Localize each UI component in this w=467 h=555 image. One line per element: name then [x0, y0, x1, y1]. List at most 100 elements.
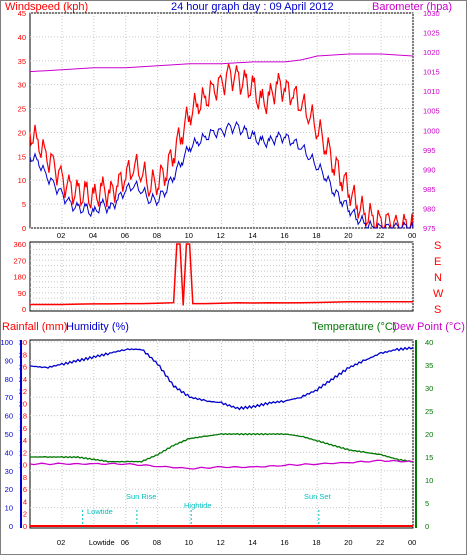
wind-y-tick-label: 5	[22, 200, 26, 209]
direction-label-e: E	[434, 256, 441, 268]
humidity-y-tick-label: 40	[5, 448, 13, 457]
barometer-y-tick-label: 1010	[423, 87, 440, 96]
temperature-y-tick-label: 5	[425, 499, 429, 508]
humidity-y-tick-label: 70	[5, 393, 13, 402]
rainfall-axis-label: Rainfall (mm)	[2, 321, 67, 333]
wind-y-tick-label: 45	[18, 9, 26, 18]
wind-x-tick-label: 12	[217, 231, 225, 240]
dewpoint-axis-label: Dew Point (°C)	[392, 321, 465, 333]
direction-label-s-top: S	[434, 240, 441, 252]
event-label-hightide: Hightide	[184, 501, 212, 510]
temperature-y-tick-label: 15	[425, 453, 433, 462]
windspeed-series-line	[29, 63, 414, 229]
barometer-y-tick-label: 990	[423, 165, 436, 174]
wind-y-tick-label: 40	[18, 33, 26, 42]
rainfall-y-tick-label: 28	[19, 350, 27, 359]
direction-y-tick-label: 270	[13, 256, 26, 265]
dew-point-c-series-line	[29, 459, 414, 470]
temp-x-tick-label: 00	[408, 538, 416, 547]
direction-y-tick-label: 360	[13, 240, 26, 249]
event-label-sunset: Sun Set	[304, 492, 332, 501]
humidity-y-tick-label: 80	[5, 375, 13, 384]
temperature-c-series-line	[30, 432, 414, 463]
wind-x-tick-label: 16	[280, 231, 288, 240]
temperature-y-tick-label: 10	[425, 476, 433, 485]
wind-x-tick-label: 22	[376, 231, 384, 240]
humidity-axis-label: Humidity (%)	[66, 321, 129, 333]
rainfall-y-tick-label: 30	[19, 338, 27, 347]
wind-x-tick-label: 04	[89, 231, 97, 240]
wind-x-tick-label: 18	[312, 231, 320, 240]
humidity-y-tick-label: 20	[5, 485, 13, 494]
rainfall-y-tick-label: 8	[23, 473, 27, 482]
humidity-y-tick-label: 60	[5, 412, 13, 421]
rainfall-y-tick-label: 2	[23, 510, 27, 519]
wind-y-tick-label: 35	[18, 57, 26, 66]
rainfall-y-tick-label: 18	[19, 412, 27, 421]
direction-y-tick-label: 0	[22, 305, 26, 314]
temp-x-tick-label: 16	[280, 538, 288, 547]
barometer-y-tick-label: 985	[423, 185, 436, 194]
barometer-y-tick-label: 995	[423, 146, 436, 155]
humidity-y-tick-label: 30	[5, 467, 13, 476]
temp-x-tick-label: Lowtide	[89, 538, 115, 547]
wind-y-tick-label: 0	[22, 224, 26, 233]
direction-label-n: N	[434, 272, 442, 284]
temperature-y-tick-label: 25	[425, 407, 433, 416]
wind-x-tick-label: 06	[121, 231, 129, 240]
direction-label-s-bottom: S	[434, 304, 441, 316]
temperature-y-tick-label: 20	[425, 430, 433, 439]
wind-x-tick-label: 02	[57, 231, 65, 240]
temp-x-tick-label: 02	[57, 538, 65, 547]
rainfall-y-tick-label: 14	[19, 436, 27, 445]
wind-x-tick-label: 08	[153, 231, 161, 240]
direction-label-w: W	[433, 288, 444, 300]
barometer-y-tick-label: 975	[423, 224, 436, 233]
event-label-lowtide: Lowtide	[87, 507, 113, 516]
temp-x-tick-label: 08	[153, 538, 161, 547]
temp-x-tick-label: 06	[121, 538, 129, 547]
humidity-y-tick-label: 50	[5, 430, 13, 439]
barometer-y-tick-label: 980	[423, 204, 436, 213]
humidity-series-line	[29, 346, 414, 411]
temperature-axis-label: Temperature (°C)	[312, 321, 396, 333]
chart-title: 24 hour graph day : 09 April 2012	[171, 1, 334, 13]
humidity-y-tick-label: 100	[0, 338, 13, 347]
temp-x-tick-label: 22	[376, 538, 384, 547]
barometer-y-tick-label: 1005	[423, 107, 440, 116]
temp-x-tick-label: 14	[248, 538, 256, 547]
wind-y-tick-label: 10	[18, 176, 26, 185]
wind-x-tick-label: 00	[408, 231, 416, 240]
barometer-axis-label: Barometer (hpa)	[372, 1, 452, 13]
temp-x-tick-label: 10	[185, 538, 193, 547]
rainfall-y-tick-label: 26	[19, 363, 27, 372]
temperature-y-tick-label: 40	[425, 338, 433, 347]
gust-series-line	[29, 120, 414, 229]
barometer-y-tick-label: 1000	[423, 126, 440, 135]
barometer-y-tick-label: 1030	[423, 9, 440, 18]
rainfall-y-tick-label: 4	[23, 497, 27, 506]
rainfall-y-tick-label: 0	[23, 522, 27, 531]
rainfall-y-tick-label: 20	[19, 399, 27, 408]
rainfall-y-tick-label: 22	[19, 387, 27, 396]
barometer-y-tick-label: 1025	[423, 29, 440, 38]
wind-x-tick-label: 14	[248, 231, 256, 240]
wind-y-tick-label: 30	[18, 81, 26, 90]
rainfall-y-tick-label: 16	[19, 424, 27, 433]
temp-x-tick-label: 12	[217, 538, 225, 547]
temperature-y-tick-label: 30	[425, 384, 433, 393]
direction-y-tick-label: 90	[18, 289, 26, 298]
wind-x-tick-label: 10	[185, 231, 193, 240]
rainfall-y-tick-label: 10	[19, 461, 27, 470]
wind-y-tick-label: 15	[18, 152, 26, 161]
rainfall-y-tick-label: 6	[23, 485, 27, 494]
humidity-y-tick-label: 0	[9, 522, 13, 531]
wind-y-tick-label: 20	[18, 128, 26, 137]
barometer-y-tick-label: 1020	[423, 48, 440, 57]
temperature-y-tick-label: 35	[425, 361, 433, 370]
wind-y-tick-label: 25	[18, 105, 26, 114]
wind-x-tick-label: 20	[344, 231, 352, 240]
barometer-series-line	[29, 53, 414, 73]
